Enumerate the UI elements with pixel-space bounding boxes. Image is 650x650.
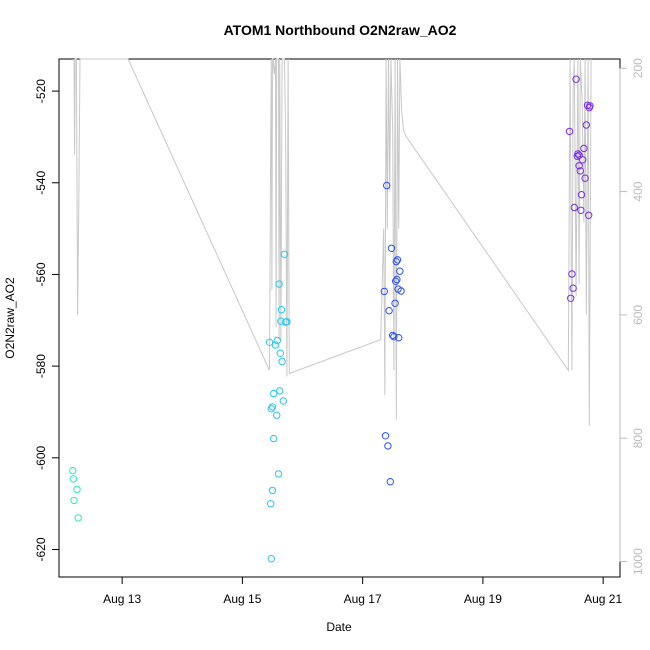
data-point [392, 257, 400, 266]
data-point [575, 162, 583, 170]
y-tick-label: -620 [34, 537, 48, 561]
data-point [395, 334, 403, 342]
data-point [273, 411, 281, 419]
y-tick-label: -600 [34, 445, 48, 469]
x-tick-label: Aug 17 [344, 592, 382, 606]
data-point [581, 174, 589, 182]
data-point [69, 475, 78, 483]
data-point [569, 284, 577, 292]
data-point [390, 333, 398, 341]
data-point [279, 397, 287, 405]
y-tick-label: -540 [34, 170, 48, 194]
y2-tick-label: 1000 [631, 548, 645, 575]
y-axis-right: 200 400 600 800 1000 [619, 58, 645, 575]
plot-frame [58, 58, 621, 578]
data-point [381, 432, 390, 440]
data-point [276, 387, 284, 395]
data-point [265, 338, 274, 346]
data-point [570, 203, 578, 212]
y-tick-label: -520 [34, 79, 48, 103]
data-point [274, 470, 283, 478]
data-point [277, 306, 286, 314]
data-point [267, 500, 275, 508]
chart-title: ATOM1 Northbound O2N2raw_AO2 [224, 22, 457, 38]
data-point [270, 434, 278, 443]
data-point [69, 466, 77, 475]
data-point [74, 514, 82, 522]
data-point [582, 121, 590, 129]
data-point [393, 275, 401, 284]
data-point [576, 167, 584, 175]
data-point [575, 151, 583, 160]
data-point [565, 127, 574, 136]
data-point [270, 389, 278, 398]
data-point [568, 270, 576, 278]
data-point [384, 442, 392, 450]
data-point [572, 75, 580, 83]
data-point [271, 341, 280, 349]
gray-line-layer [73, 58, 592, 426]
data-point [391, 299, 399, 307]
data-point [275, 280, 283, 288]
x-tick-label: Aug 15 [223, 592, 261, 606]
data-point [383, 181, 391, 190]
data-point [70, 496, 78, 505]
y-tick-label: -580 [34, 354, 48, 378]
data-point [386, 478, 394, 486]
data-point [586, 102, 594, 110]
data-point [393, 256, 402, 264]
data-point [392, 277, 400, 285]
data-point [73, 485, 81, 494]
data-point [567, 294, 575, 302]
data-point [276, 349, 284, 357]
data-point [268, 486, 277, 495]
y2-tick-label: 400 [631, 181, 645, 201]
x-axis: Aug 13 Aug 15 Aug 17 Aug 19 Aug 21 [103, 576, 622, 606]
data-point [577, 206, 585, 215]
data-point [280, 250, 289, 259]
y2-tick-label: 800 [631, 428, 645, 448]
y2-tick-label: 200 [631, 58, 645, 78]
data-point [268, 403, 277, 411]
data-point [273, 336, 281, 345]
data-point [267, 555, 275, 563]
data-point [267, 405, 275, 413]
x-tick-label: Aug 13 [103, 592, 141, 606]
data-point [577, 191, 586, 199]
data-point [585, 211, 593, 220]
data-point [385, 307, 393, 315]
data-point [579, 156, 587, 164]
data-point [283, 318, 291, 326]
x-axis-label: Date [326, 620, 352, 634]
data-point [278, 357, 286, 366]
y-axis-label: O2N2raw_AO2 [3, 277, 17, 359]
y-tick-label: -560 [34, 262, 48, 286]
data-point [574, 150, 582, 158]
x-tick-label: Aug 21 [584, 592, 622, 606]
data-point [397, 287, 405, 295]
data-point [387, 244, 396, 253]
y2-tick-label: 600 [631, 305, 645, 325]
points-layer [69, 75, 594, 563]
data-point [580, 144, 588, 153]
x-tick-label: Aug 19 [464, 592, 502, 606]
data-point [380, 287, 388, 296]
y-axis-left: -620 -600 -580 -560 -540 -520 [34, 79, 60, 562]
data-point [396, 267, 404, 275]
gray-trace-line [73, 58, 592, 426]
